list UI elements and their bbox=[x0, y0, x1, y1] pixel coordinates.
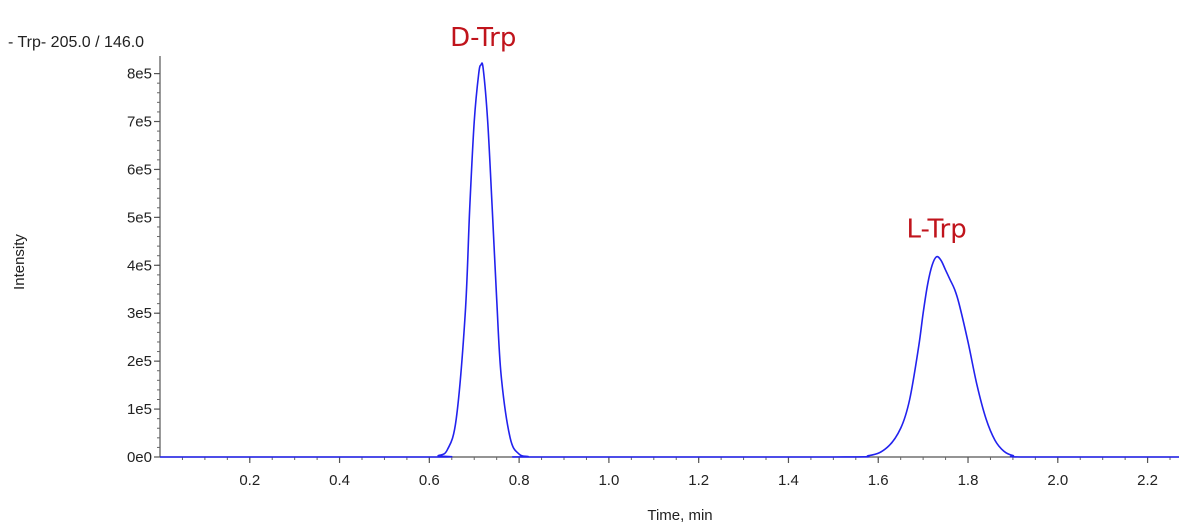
trace-label: - Trp- 205.0 / 146.0 bbox=[8, 34, 144, 51]
y-tick-label: 4e5 bbox=[127, 257, 152, 274]
x-tick-label: 0.8 bbox=[509, 472, 530, 489]
x-axis-title: Time, min bbox=[647, 507, 712, 524]
axes: 0.2 0.4 0.6 0.8 1.0 1.2 1.4 1.6 1.8 2.0 2.2 0e0 1e5 2… bbox=[127, 56, 1179, 489]
y-tick-label: 5e5 bbox=[127, 209, 152, 226]
series-line-0 bbox=[159, 62, 1179, 458]
x-tick-label: 1.0 bbox=[598, 472, 619, 489]
plot-area bbox=[159, 62, 1179, 458]
x-tick-label: 1.4 bbox=[778, 472, 799, 489]
x-tick-label: 1.8 bbox=[958, 472, 979, 489]
y-tick-label: 8e5 bbox=[127, 66, 152, 83]
x-tick-label: 0.2 bbox=[239, 472, 260, 489]
x-tick-label: 0.6 bbox=[419, 472, 440, 489]
y-tick-label: 7e5 bbox=[127, 114, 152, 131]
x-tick-label: 1.6 bbox=[868, 472, 889, 489]
peak-label: L-Trp bbox=[906, 215, 966, 245]
y-tick-label: 1e5 bbox=[127, 401, 152, 418]
y-tick-label: 2e5 bbox=[127, 353, 152, 370]
peak-labels: D-Trp L-Trp bbox=[450, 23, 967, 245]
y-tick-label: 0e0 bbox=[127, 449, 152, 466]
x-tick-label: 2.0 bbox=[1047, 472, 1068, 489]
y-axis-title: Intensity bbox=[11, 234, 28, 290]
y-tick-label: 6e5 bbox=[127, 161, 152, 178]
y-tick-label: 3e5 bbox=[127, 305, 152, 322]
x-tick-label: 1.2 bbox=[688, 472, 709, 489]
x-tick-label: 2.2 bbox=[1137, 472, 1158, 489]
x-tick-label: 0.4 bbox=[329, 472, 350, 489]
peak-label: D-Trp bbox=[450, 23, 516, 53]
